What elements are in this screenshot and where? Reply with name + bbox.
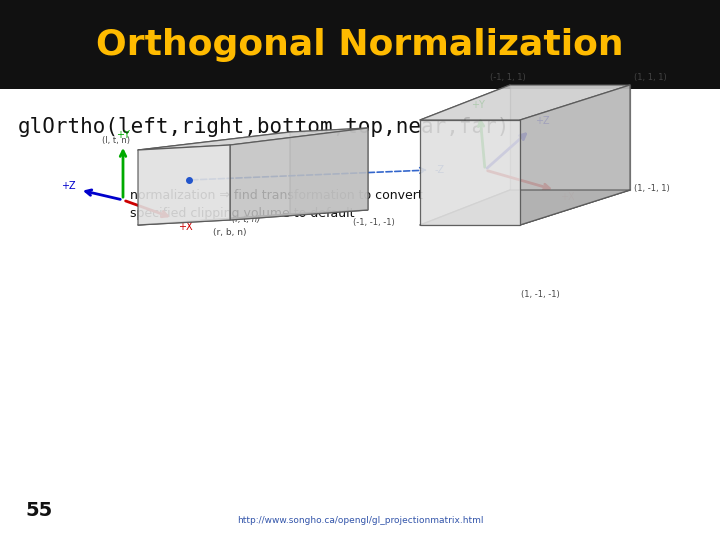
Polygon shape (420, 190, 630, 225)
Text: (1, -1, -1): (1, -1, -1) (521, 290, 559, 299)
Text: (-1, 1, 1): (-1, 1, 1) (490, 73, 526, 82)
Text: -Z: -Z (435, 165, 445, 175)
Polygon shape (138, 210, 368, 225)
Text: +Z: +Z (61, 181, 76, 191)
Text: (l, t, n): (l, t, n) (102, 136, 130, 145)
Polygon shape (510, 85, 630, 190)
Polygon shape (230, 128, 368, 220)
Text: (1, -1, 1): (1, -1, 1) (634, 184, 670, 192)
Text: normalization ⇒ find transformation to convert: normalization ⇒ find transformation to c… (130, 189, 423, 202)
Text: +X: +X (560, 192, 575, 202)
Text: +X: +X (178, 222, 193, 232)
Text: specified clipping volume to default: specified clipping volume to default (130, 207, 354, 220)
Text: (r, t, n): (r, t, n) (232, 215, 260, 224)
Bar (0, 0, 720, 89)
Text: +Z: +Z (535, 116, 549, 126)
Text: 55: 55 (25, 501, 53, 520)
Polygon shape (420, 120, 520, 225)
Text: (-1, -1, -1): (-1, -1, -1) (354, 218, 395, 226)
Polygon shape (138, 128, 368, 150)
Polygon shape (420, 85, 630, 120)
Text: Orthogonal Normalization: Orthogonal Normalization (96, 28, 624, 62)
Polygon shape (138, 145, 230, 225)
Text: glOrtho(left,right,bottom,top,near,far): glOrtho(left,right,bottom,top,near,far) (18, 117, 510, 137)
Text: (1, 1, 1): (1, 1, 1) (634, 73, 667, 82)
Text: (r, b, n): (r, b, n) (213, 228, 247, 237)
Polygon shape (290, 128, 368, 214)
Text: +Y: +Y (116, 130, 130, 140)
Text: http://www.songho.ca/opengl/gl_projectionmatrix.html: http://www.songho.ca/opengl/gl_projectio… (237, 516, 483, 525)
Polygon shape (520, 85, 630, 225)
Text: +Y: +Y (471, 100, 485, 110)
